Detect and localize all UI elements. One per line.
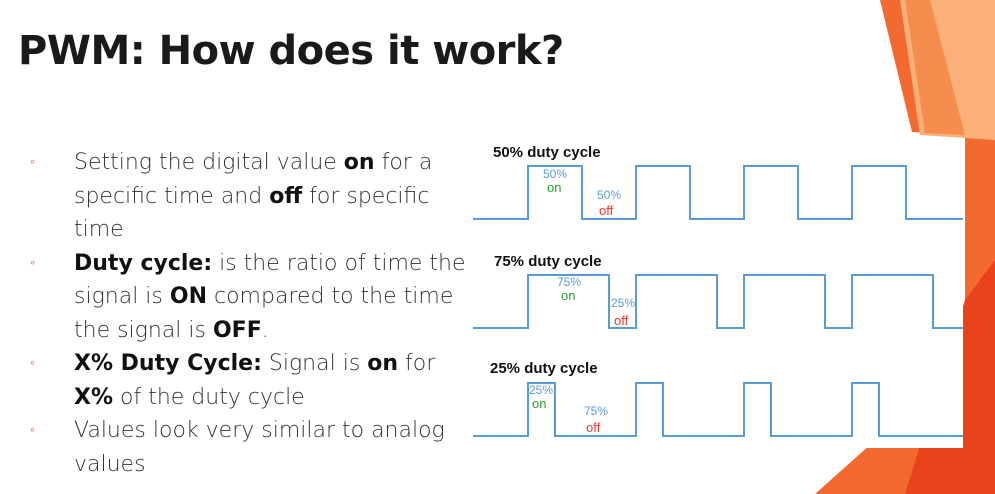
off-label: off — [614, 313, 629, 328]
bullet-list: ◦ Setting the digital value on for a spe… — [30, 146, 470, 481]
mid-orange-accent-shape — [905, 0, 965, 135]
pwm-waveform-75 — [473, 274, 963, 329]
pwm-waveforms — [473, 165, 963, 437]
bullet-item: ◦ Setting the digital value on for a spe… — [30, 146, 470, 247]
on-label: on — [532, 396, 547, 411]
bullet-marker-icon: ◦ — [30, 154, 35, 170]
panel-label-50: 50% duty cycle — [493, 144, 601, 161]
on-percent-label: 25% — [529, 383, 554, 397]
on-label: on — [561, 288, 576, 303]
off-percent-label: 75% — [584, 404, 609, 418]
bullet-item: ◦ X% Duty Cycle: Signal is on for X% of … — [30, 347, 470, 414]
off-label: off — [599, 203, 614, 218]
bullet-item: ◦ Duty cycle: is the ratio of time the s… — [30, 247, 470, 348]
panel-label-75: 75% duty cycle — [494, 253, 602, 270]
panel-label-25: 25% duty cycle — [490, 360, 598, 377]
on-label: on — [547, 180, 562, 195]
slide-title: PWM: How does it work? — [18, 28, 564, 74]
pwm-duty-cycle-diagram: 50% duty cycle 50% on 50% off 75% duty c… — [473, 138, 963, 448]
bullet-item: ◦ Values look very similar to analog val… — [30, 414, 470, 481]
on-percent-label: 75% — [557, 275, 582, 289]
bullet-marker-icon: ◦ — [30, 355, 35, 371]
bullet-marker-icon: ◦ — [30, 422, 35, 438]
off-percent-label: 25% — [611, 296, 636, 310]
off-percent-label: 50% — [597, 188, 622, 202]
pwm-waveform-25 — [473, 382, 963, 437]
pwm-waveform-50 — [473, 165, 963, 220]
off-label: off — [586, 420, 601, 435]
bullet-marker-icon: ◦ — [30, 254, 35, 271]
on-percent-label: 50% — [543, 167, 568, 181]
